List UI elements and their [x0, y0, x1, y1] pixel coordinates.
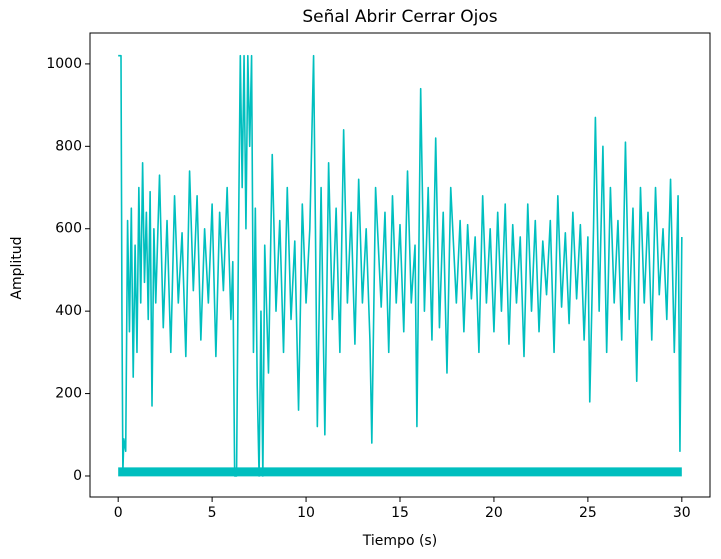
signal-line: [118, 54, 683, 477]
chart-title: Señal Abrir Cerrar Ojos: [302, 7, 497, 27]
x-tick-label: 25: [579, 505, 597, 521]
x-tick-label: 5: [208, 505, 217, 521]
y-tick-label: 400: [55, 303, 82, 319]
x-tick-label: 30: [673, 505, 691, 521]
y-tick-label: 200: [55, 386, 82, 402]
x-tick-label: 15: [391, 505, 409, 521]
x-axis-label: Tiempo (s): [362, 533, 437, 549]
y-tick-label: 1000: [46, 56, 82, 72]
x-tick-label: 0: [114, 505, 123, 521]
y-tick-label: 0: [73, 468, 82, 484]
y-tick-label: 800: [55, 138, 82, 154]
plot-frame: [89, 32, 711, 498]
x-tick-label: 10: [297, 505, 315, 521]
y-axis-label: Amplitud: [9, 236, 25, 299]
x-tick-label: 20: [485, 505, 503, 521]
y-tick-label: 600: [55, 221, 82, 237]
